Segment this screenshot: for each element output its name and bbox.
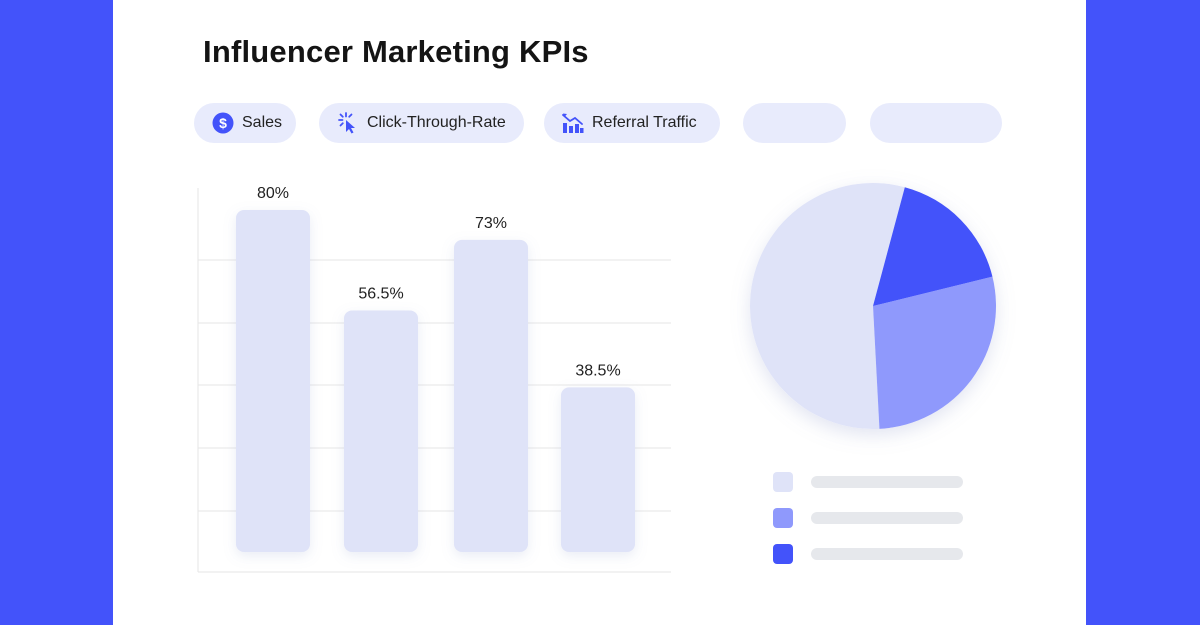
pie-slice bbox=[873, 187, 993, 306]
filter-sales[interactable]: $ Sales bbox=[194, 103, 296, 143]
pie-slice bbox=[749, 182, 905, 429]
cursor-click-icon bbox=[337, 112, 359, 134]
pie-chart bbox=[749, 182, 996, 429]
legend-swatch bbox=[773, 544, 793, 564]
legend-placeholder-line bbox=[811, 476, 963, 488]
charts-canvas: 80% 56.5% 73% 38.5% bbox=[197, 182, 996, 573]
bar bbox=[454, 239, 528, 553]
legend-item bbox=[773, 544, 963, 564]
page-title: Influencer Marketing KPIs bbox=[203, 34, 589, 69]
filter-click-through-rate[interactable]: Click-Through-Rate bbox=[319, 103, 524, 143]
legend-placeholder-line bbox=[811, 548, 963, 560]
bar bbox=[561, 387, 635, 552]
data-label: 38.5% bbox=[575, 362, 620, 379]
data-label: 73% bbox=[475, 215, 507, 232]
svg-text:$: $ bbox=[219, 115, 227, 131]
filter-placeholder[interactable] bbox=[743, 103, 846, 143]
data-label: 56.5% bbox=[358, 285, 403, 302]
filter-label: Sales bbox=[242, 114, 283, 131]
data-label: 80% bbox=[257, 185, 289, 202]
bar bbox=[344, 310, 418, 552]
dashboard-card: Influencer Marketing KPIs $ Sales bbox=[113, 0, 1086, 625]
legend-swatch bbox=[773, 472, 793, 492]
bar bbox=[236, 210, 310, 552]
legend-item bbox=[773, 472, 963, 492]
filter-placeholder[interactable] bbox=[870, 103, 1002, 143]
bar-chart: 80% 56.5% 73% 38.5% bbox=[197, 185, 671, 573]
legend-placeholder-line bbox=[811, 512, 963, 524]
filter-referral-traffic[interactable]: Referral Traffic bbox=[544, 103, 720, 143]
filter-label: Click-Through-Rate bbox=[367, 114, 506, 131]
filter-label: Referral Traffic bbox=[592, 114, 697, 131]
bar-chart-icon bbox=[562, 112, 584, 134]
legend-swatch bbox=[773, 508, 793, 528]
pie-slice bbox=[873, 276, 996, 429]
legend-item bbox=[773, 508, 963, 528]
dollar-icon: $ bbox=[212, 112, 234, 134]
